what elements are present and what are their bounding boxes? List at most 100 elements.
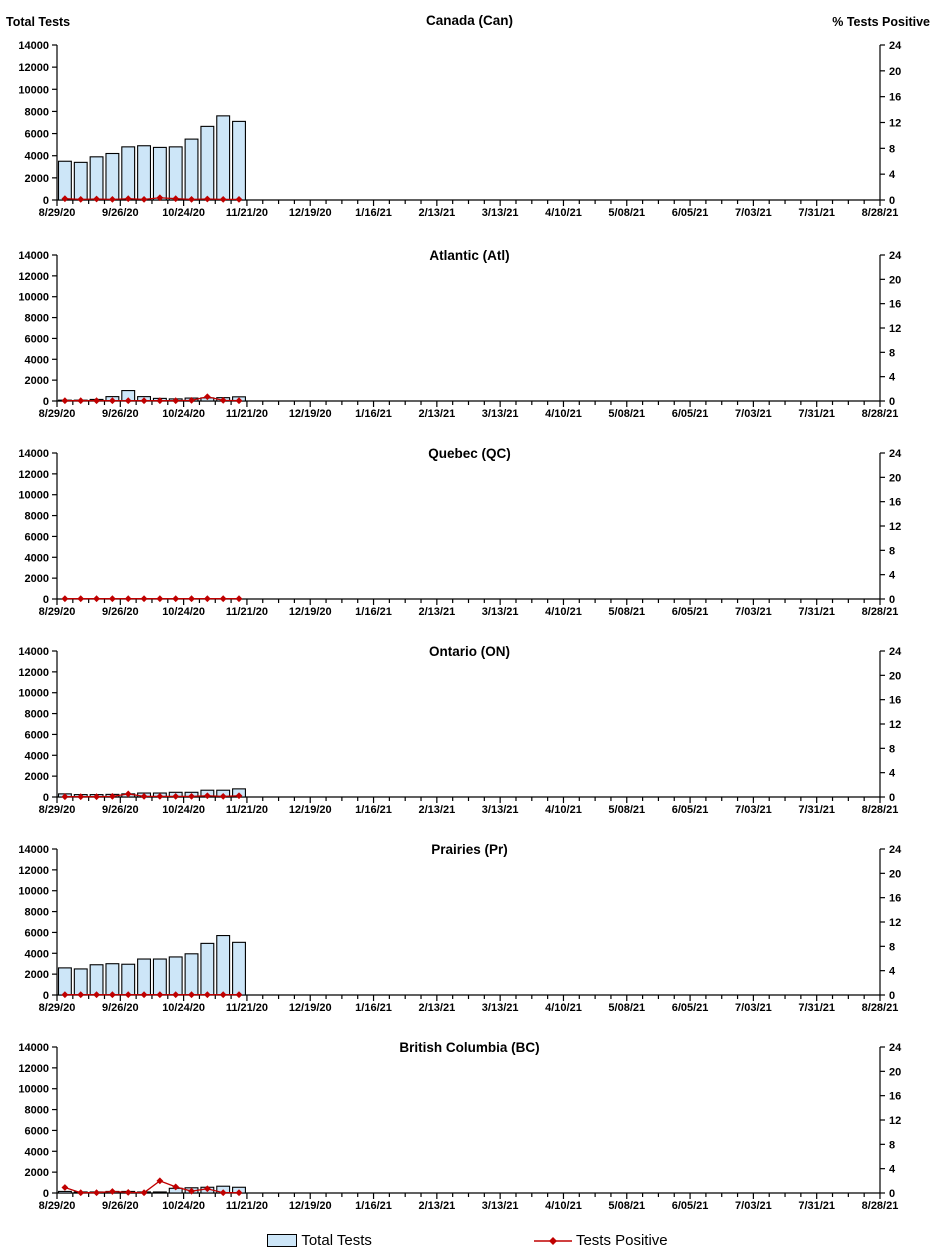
left-axis-title: Total Tests [6,15,70,29]
x-tick-label: 4/10/21 [545,408,582,420]
y-left-tick-label: 12000 [18,271,49,283]
diamond-marker-week-10/17/20 [172,195,180,203]
x-tick-label: 4/10/21 [545,1200,582,1212]
y-right-tick-label: 16 [889,1091,901,1103]
x-tick-label: 9/26/20 [102,408,139,420]
diamond-marker-week-9/5/20 [77,195,85,203]
diamond-marker-week-9/26/20 [124,790,132,798]
bar-week-10/24/20 [184,138,199,201]
x-tick-label: 8/29/20 [39,606,76,618]
diamond-marker-week-10/3/20 [140,397,148,405]
x-tick-label: 3/13/21 [482,1200,519,1212]
y-right-tick-label: 16 [889,497,901,509]
y-left-tick-label: 8000 [25,106,49,118]
diamond-marker-week-11/14/20 [235,595,243,603]
y-right-tick-label: 8 [889,545,895,557]
x-tick-label: 3/13/21 [482,606,519,618]
diamond-marker-week-11/7/20 [219,396,227,404]
x-tick-label: 7/31/21 [798,1200,835,1212]
x-tick-label: 8/28/21 [862,804,899,816]
y-left-tick-label: 6000 [25,729,49,741]
bar-week-10/17/20 [168,146,183,201]
chart-title: Prairies (Pr) [431,842,508,857]
bar-week-10/17/20 [168,956,183,996]
y-right-tick-label: 12 [889,323,901,335]
y-left-tick-label: 8000 [25,313,49,325]
diamond-marker-week-10/24/20 [188,792,195,800]
x-tick-label: 11/21/20 [226,207,268,219]
diamond-marker-week-10/10/20 [156,194,164,202]
x-tick-label: 7/31/21 [798,606,835,618]
x-tick-label: 10/24/20 [162,1002,205,1014]
total-tests-bars [57,935,246,996]
y-left-tick-label: 2000 [25,771,49,783]
diamond-marker-week-10/3/20 [140,595,148,603]
x-tick-label: 9/26/20 [102,1002,139,1014]
y-left-tick-label: 8000 [25,709,49,721]
chart-title: Canada (Can) [426,13,513,28]
y-right-tick-label: 4 [889,169,896,181]
y-right-tick-label: 16 [889,695,901,707]
x-tick-label: 9/26/20 [102,1200,139,1212]
y-left-tick-label: 10000 [18,688,49,700]
x-tick-label: 7/03/21 [735,606,772,618]
diamond-marker-week-10/31/20 [203,792,211,800]
x-tick-label: 5/08/21 [608,1002,645,1014]
diamond-marker-week-10/24/20 [188,595,195,603]
bar-week-8/29/20 [57,967,72,996]
diamond-marker-week-9/19/20 [108,595,116,603]
diamond-marker-week-10/24/20 [188,991,195,999]
y-left-tick-label: 14000 [18,250,49,262]
bar-week-11/7/20 [216,115,231,201]
y-left-tick-label: 6000 [25,1125,49,1137]
diamond-marker-week-10/10/20 [156,595,164,603]
diamond-marker-week-10/3/20 [140,991,148,999]
y-left-tick-label: 2000 [25,573,49,585]
x-tick-label: 7/03/21 [735,1002,772,1014]
x-tick-label: 3/13/21 [482,207,519,219]
x-tick-label: 8/28/21 [862,1200,899,1212]
y-right-tick-label: 24 [889,844,902,856]
x-tick-label: 8/28/21 [862,408,899,420]
y-right-tick-label: 16 [889,893,901,905]
tests-positive-line [61,393,243,405]
y-right-tick-label: 20 [889,472,901,484]
x-tick-label: 4/10/21 [545,207,582,219]
diamond-marker-week-8/29/20 [61,195,69,203]
y-right-tick-label: 0 [889,1188,895,1200]
diamond-marker-week-10/17/20 [172,397,180,405]
chart-title: British Columbia (BC) [399,1040,539,1055]
y-right-tick-label: 12 [889,521,901,533]
y-left-tick-label: 0 [43,594,49,606]
bar-week-10/24/20 [184,953,199,996]
x-tick-label: 5/08/21 [608,606,645,618]
x-tick-label: 7/03/21 [735,408,772,420]
y-right-tick-label: 0 [889,792,895,804]
x-tick-label: 12/19/20 [289,606,332,618]
diamond-marker-week-9/26/20 [124,1188,132,1196]
x-tick-label: 10/24/20 [162,1200,205,1212]
x-tick-label: 11/21/20 [226,1002,268,1014]
diamond-marker-week-10/10/20 [156,792,164,800]
y-left-tick-label: 10000 [18,1084,49,1096]
diamond-marker-week-9/5/20 [77,793,85,801]
y-right-tick-label: 8 [889,143,895,155]
y-left-tick-label: 8000 [25,511,49,523]
diamond-marker-week-9/12/20 [93,397,100,405]
bar-week-9/19/20 [105,152,120,201]
x-tick-label: 1/16/21 [355,1200,392,1212]
legend-label-total-tests: Total Tests [301,1232,372,1249]
y-right-tick-label: 8 [889,347,895,359]
x-tick-label: 5/08/21 [608,207,645,219]
diamond-marker-week-10/31/20 [203,991,211,999]
diamond-marker-week-11/14/20 [235,991,243,999]
bar-week-8/29/20 [57,160,72,201]
x-tick-label: 4/10/21 [545,1002,582,1014]
y-left-tick-label: 4000 [25,354,49,366]
diamond-marker-week-10/24/20 [188,195,195,203]
diamond-marker-week-11/14/20 [235,792,243,800]
y-right-tick-label: 4 [889,570,896,582]
x-tick-label: 5/08/21 [608,804,645,816]
diamond-marker-week-9/19/20 [108,397,116,405]
chart-ontario-on: Ontario (ON) 0 2000 4000 6000 8000 10000 12000 1… [18,644,902,816]
